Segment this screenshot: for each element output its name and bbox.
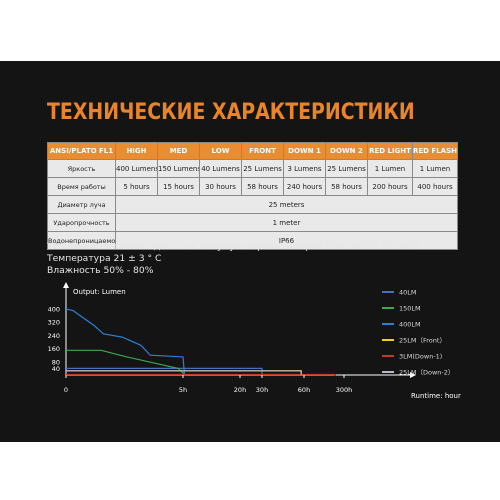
legend-label: 400LM bbox=[399, 321, 421, 329]
table-header-row: ANSI/PLATO FL1 HIGH MED LOW FRONT DOWN 1… bbox=[47, 142, 458, 160]
x-tick-label: 60h bbox=[298, 386, 310, 394]
table-cell-merged: IP66 bbox=[115, 231, 458, 250]
row-label: Яркость bbox=[47, 159, 116, 178]
y-axis-label: Output: Lumen bbox=[73, 288, 126, 296]
test-conditions: Условия испытаний: одна Li-on аккумулято… bbox=[47, 241, 418, 277]
legend-label: 3LM(Down-1) bbox=[399, 353, 442, 361]
row-label: Ударопрочность bbox=[47, 213, 116, 232]
x-ticks: 0 5h 20h 30h 60h 300h bbox=[64, 375, 352, 394]
row-label: Время работы bbox=[47, 177, 116, 196]
table-cell: 58 hours bbox=[325, 177, 368, 196]
condition-line: Условия испытаний: одна Li-on аккумулято… bbox=[47, 241, 419, 252]
series-lines bbox=[65, 308, 336, 376]
x-tick-label: 300h bbox=[336, 386, 353, 394]
series-line bbox=[66, 367, 263, 375]
x-axis-label: Runtime: hour bbox=[411, 392, 461, 400]
y-tick-label: 400 bbox=[48, 306, 60, 314]
table-cell: 3 Lumens bbox=[283, 159, 326, 178]
y-tick-label: 160 bbox=[48, 345, 60, 353]
x-axis-arrow bbox=[410, 372, 416, 378]
table-cell: 1 Lumen bbox=[367, 159, 413, 178]
y-tick-label: 240 bbox=[48, 332, 60, 340]
legend-label: 150LM bbox=[399, 305, 421, 313]
series-line bbox=[66, 373, 336, 376]
series-line bbox=[65, 308, 186, 376]
table-row: Водонепроницаемость IP66 bbox=[47, 231, 458, 250]
legend-label: 25LM（Down-2） bbox=[399, 369, 454, 377]
legend-label: 25LM（Front） bbox=[399, 337, 446, 345]
x-tick-label: 0 bbox=[64, 386, 68, 394]
header-cell: LOW bbox=[199, 142, 242, 160]
condition-line: Температура 21 ± 3 ° C bbox=[47, 253, 162, 264]
y-axis-arrow bbox=[63, 282, 69, 288]
table-cell: 150 Lumens bbox=[157, 159, 200, 178]
header-cell: RED LIGHT bbox=[367, 142, 413, 160]
x-tick-label: 30h bbox=[256, 386, 268, 394]
table-cell: 400 Lumens bbox=[115, 159, 158, 178]
spec-table: ANSI/PLATO FL1 HIGH MED LOW FRONT DOWN 1… bbox=[47, 142, 458, 250]
chart-axes bbox=[63, 282, 416, 378]
condition-line: Влажность 50% - 80% bbox=[47, 265, 154, 276]
header-cell: FRONT bbox=[241, 142, 284, 160]
legend: 40LM 150LM 400LM 25LM（Front） 3LM(Down-1) 25LM… bbox=[382, 289, 454, 377]
table-cell: 200 hours bbox=[367, 177, 413, 196]
page-title: ТЕХНИЧЕСКИЕ ХАРАКТЕРИСТИКИ bbox=[47, 100, 415, 125]
y-tick-label: 320 bbox=[48, 319, 60, 327]
y-tick-label: 80 bbox=[52, 358, 60, 366]
table-cell: 25 Lumens bbox=[241, 159, 284, 178]
header-cell: DOWN 2 bbox=[325, 142, 368, 160]
legend-label: 40LM bbox=[399, 289, 417, 297]
x-tick-label: 20h bbox=[234, 386, 246, 394]
x-tick-label: 5h bbox=[179, 386, 187, 394]
y-tick-label: 40 bbox=[52, 365, 60, 373]
dark-panel bbox=[0, 61, 500, 442]
header-cell: RED FLASH bbox=[412, 142, 458, 160]
series-line bbox=[66, 370, 302, 375]
